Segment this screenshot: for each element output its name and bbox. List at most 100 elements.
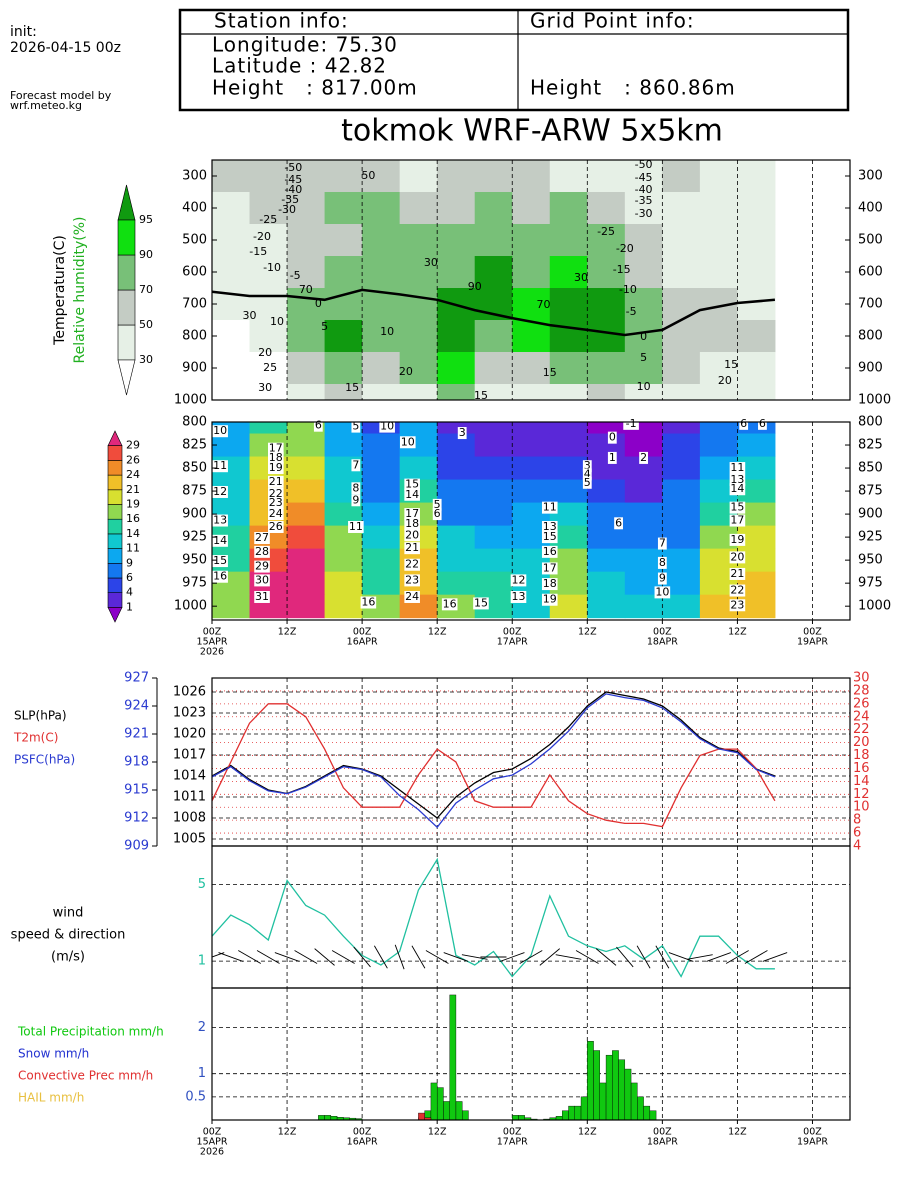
- contour-label: 6: [615, 516, 622, 529]
- cell: [737, 352, 776, 385]
- contour-label: -50: [284, 161, 302, 174]
- colorbar-label: 30: [139, 353, 153, 366]
- y3-tick-label: 927: [124, 671, 149, 686]
- cell: [362, 160, 401, 193]
- wind-barb: [595, 948, 617, 966]
- cell: [437, 479, 476, 504]
- colorbar-label: 11: [126, 542, 140, 555]
- cell: [737, 192, 776, 225]
- contour-label: 28: [255, 545, 269, 558]
- wind-barb: [725, 950, 749, 964]
- cell: [249, 384, 288, 400]
- wind-barb: [655, 945, 670, 969]
- contour-label: 12: [511, 573, 525, 586]
- contour-label: 30: [243, 309, 257, 322]
- contour-label: 16: [361, 596, 375, 609]
- x-tick-label: 00Z: [353, 627, 372, 638]
- cell: [587, 594, 626, 619]
- cell: [512, 224, 551, 257]
- plot-frame: [211, 159, 851, 401]
- y-tick-label-right: 875: [858, 484, 883, 499]
- contour-label: 50: [361, 169, 375, 182]
- x-tick-date: 18APR: [647, 1137, 678, 1148]
- contour-label: 27: [255, 531, 269, 544]
- label-bg: [268, 487, 284, 500]
- wind-barb: [294, 950, 318, 964]
- label-bg: [399, 436, 416, 449]
- contour-label: 2: [640, 451, 647, 464]
- cell: [249, 422, 288, 435]
- y-tick-label-right: 300: [858, 169, 883, 184]
- cell: [474, 224, 513, 257]
- cell: [662, 320, 701, 353]
- contour-label: 25: [263, 361, 277, 374]
- contour-label: 24: [405, 590, 419, 603]
- label-bg: [212, 534, 228, 547]
- y-tick-label: 1011: [173, 790, 206, 805]
- precip-bar: [587, 1041, 594, 1121]
- label-bg: [541, 520, 558, 533]
- contour-label: 5: [321, 320, 328, 333]
- axis-label: wind: [53, 906, 84, 921]
- cell: [624, 352, 663, 385]
- colorbar-segment: [107, 460, 123, 476]
- cell: [437, 224, 476, 257]
- precip-bar: [436, 1087, 444, 1121]
- cell: [287, 479, 326, 504]
- cell: [512, 422, 551, 435]
- contour-label: 5: [584, 476, 591, 489]
- precip-bar: [618, 1059, 626, 1121]
- contour-label: 17: [730, 514, 744, 527]
- cell: [737, 594, 776, 619]
- precip-bar: [643, 1105, 651, 1121]
- cell: [737, 548, 776, 573]
- cell: [549, 456, 588, 481]
- contour-label: 21: [405, 541, 419, 554]
- cell: [699, 548, 738, 573]
- label-bg: [729, 551, 746, 564]
- label-bg: [404, 542, 420, 555]
- cell: [699, 384, 738, 400]
- label-bg: [404, 574, 420, 587]
- label-bg: [268, 520, 284, 533]
- cell: [624, 192, 663, 225]
- cell: [212, 384, 251, 400]
- plot-frame: [211, 987, 851, 1121]
- x-tick-date: 16APR: [347, 1137, 378, 1148]
- contour-label: 6: [759, 417, 766, 430]
- cell: [437, 571, 476, 596]
- cell: [699, 160, 738, 193]
- y-tick-label: 1017: [173, 748, 206, 763]
- label-bg: [313, 419, 323, 432]
- contour-label: 23: [730, 598, 744, 611]
- contour-label: 15: [345, 381, 359, 394]
- contour-label: 3: [459, 426, 466, 439]
- colorbar-segment: [117, 219, 136, 256]
- y-tick-label-right: 900: [858, 361, 883, 376]
- cell: [587, 422, 626, 435]
- x-tick-label: 00Z: [803, 627, 822, 638]
- y-tick-label-right: 800: [858, 415, 883, 430]
- legend-entry: HAIL mm/h: [18, 1091, 84, 1105]
- contour-label: 30: [258, 381, 272, 394]
- precip-bar: [518, 1115, 525, 1121]
- wind-barb: [331, 950, 355, 964]
- wind-barb: [668, 952, 694, 962]
- precip-bar: [430, 1082, 438, 1121]
- contour-label: 5: [352, 420, 359, 433]
- contour-label: 6: [434, 507, 441, 520]
- y-tick-label: 500: [182, 233, 207, 248]
- x-tick-label: 00Z: [353, 1127, 372, 1138]
- contour-label: 19: [730, 533, 744, 546]
- contour-label: 17: [405, 507, 419, 520]
- cell: [662, 571, 701, 596]
- wind-barb: [636, 945, 651, 969]
- precip-bar: [593, 1050, 601, 1121]
- cell: [474, 548, 513, 573]
- wind-barb: [238, 950, 262, 964]
- station-title: Station info:: [214, 9, 349, 33]
- cell: [362, 384, 401, 400]
- x-tick-label: 12Z: [728, 627, 747, 638]
- wind-barb: [616, 946, 634, 968]
